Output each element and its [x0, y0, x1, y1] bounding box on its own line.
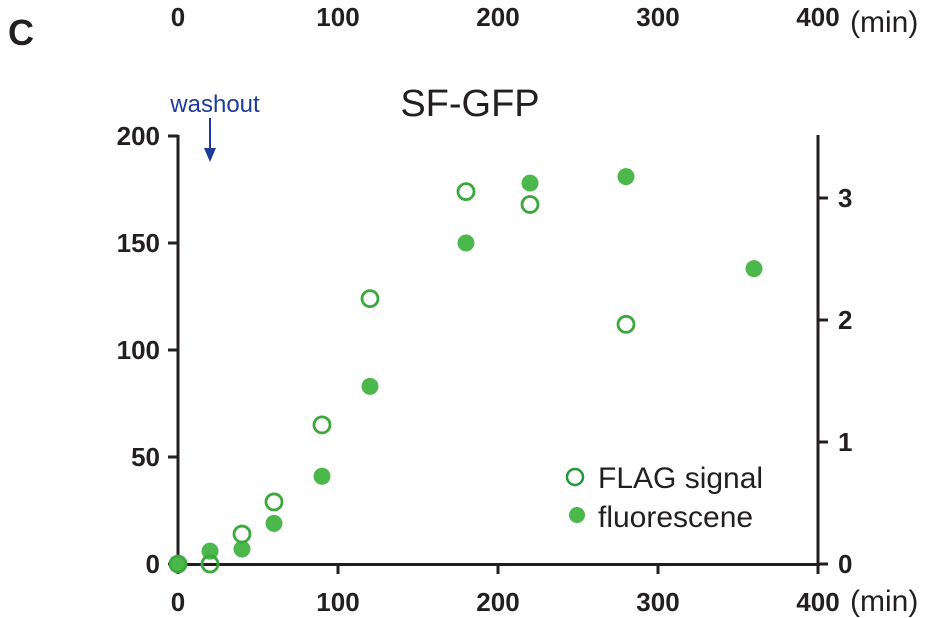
flag-signal-point — [312, 415, 332, 435]
fluorescene-point — [265, 514, 283, 532]
fluorescene-point — [201, 542, 219, 560]
data-points — [168, 168, 763, 574]
legend-open-circle-icon — [565, 467, 585, 487]
x-tick-label: 200 — [476, 587, 519, 617]
fluorescene-point — [617, 168, 635, 186]
flag-signal-point — [168, 554, 188, 574]
washout-annotation: washout — [169, 91, 260, 162]
fluorescene-point — [361, 377, 379, 395]
top-tick-label: 200 — [476, 2, 519, 32]
top-axis-unit: (min) — [850, 6, 918, 39]
top-tick-label: 100 — [316, 2, 359, 32]
flag-signal-point — [616, 314, 636, 334]
legend: FLAG signal fluorescene — [565, 462, 763, 534]
fluorescene-point — [233, 540, 251, 558]
x-axis-unit: (min) — [850, 585, 918, 618]
fluorescene-point — [521, 174, 539, 192]
washout-label: washout — [169, 91, 260, 118]
right-y-tick-label: 3 — [838, 183, 852, 213]
right-y-tick-label: 2 — [838, 305, 852, 335]
x-tick-label: 400 — [796, 587, 839, 617]
right-y-axis-ticks: 0 1 2 3 — [818, 183, 852, 579]
right-y-tick-label: 1 — [838, 427, 852, 457]
flag-signal-point — [232, 524, 252, 544]
left-y-tick-label: 150 — [117, 228, 160, 258]
washout-arrow-head — [204, 148, 216, 162]
left-y-tick-label: 50 — [131, 442, 160, 472]
chart-title: SF-GFP — [400, 83, 539, 125]
left-y-tick-label: 200 — [117, 121, 160, 151]
legend-filled-circle-icon — [569, 507, 585, 523]
top-tick-label: 0 — [171, 2, 185, 32]
x-axis-ticks: 0 100 200 300 400 — [171, 564, 840, 617]
left-y-tick-label: 0 — [146, 549, 160, 579]
fluorescene-point — [169, 555, 187, 573]
left-y-tick-label: 100 — [117, 335, 160, 365]
x-tick-label: 0 — [171, 587, 185, 617]
top-tick-label: 300 — [636, 2, 679, 32]
legend-label-flag: FLAG signal — [598, 462, 763, 495]
flag-signal-point — [264, 492, 284, 512]
top-tick-label: 400 — [796, 2, 839, 32]
flag-signal-point — [200, 554, 220, 574]
flag-signal-point — [520, 195, 540, 214]
panel-label: C — [8, 12, 34, 53]
x-tick-label: 300 — [636, 587, 679, 617]
flag-signal-point — [456, 182, 476, 202]
left-y-axis-ticks: 0 50 100 150 200 — [117, 121, 178, 579]
legend-label-fluorescene: fluorescene — [598, 501, 753, 534]
flag-signal-point — [360, 289, 380, 309]
top-axis-labels: 0 100 200 300 400 (min) — [171, 2, 919, 39]
fluorescene-point — [745, 260, 763, 278]
x-tick-label: 100 — [316, 587, 359, 617]
fluorescene-point — [457, 234, 475, 252]
fluorescene-point — [313, 467, 331, 485]
right-y-tick-label: 0 — [838, 549, 852, 579]
